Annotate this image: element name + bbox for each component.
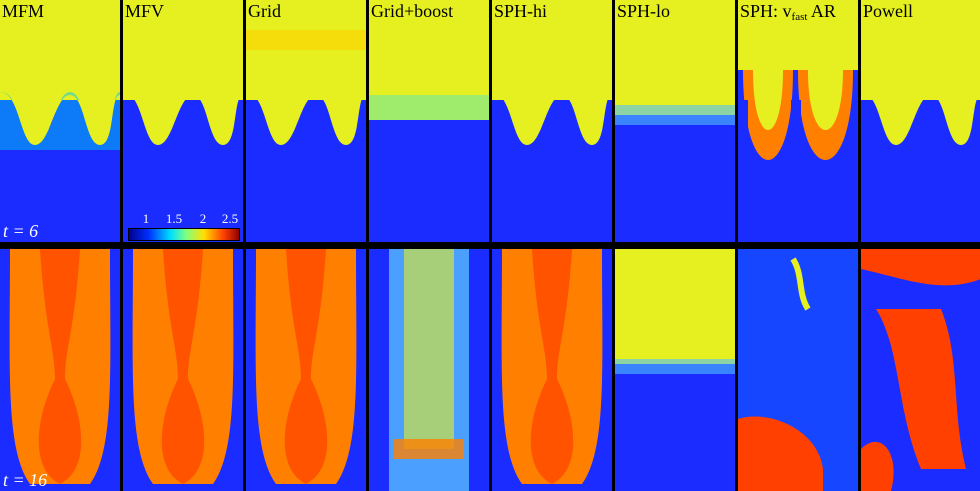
panel-label: Grid+boost xyxy=(371,1,454,21)
density-map xyxy=(369,249,489,491)
density-map xyxy=(615,0,735,242)
colorbar-tick: 1.5 xyxy=(165,211,183,226)
panel-mfv-t6: MFV xyxy=(123,0,243,242)
panel-label: SPH-hi xyxy=(494,1,548,21)
colorbar-ticks: 1 1.5 2 2.5 xyxy=(128,211,240,227)
panel-grid-boost-t16 xyxy=(369,249,489,491)
panel-grid-boost-t6: Grid+boost xyxy=(369,0,489,242)
density-map xyxy=(123,249,243,491)
density-map xyxy=(492,249,612,491)
density-map xyxy=(369,0,489,242)
colorbar-tick: 2.5 xyxy=(221,211,239,226)
colorbar-gradient xyxy=(128,228,240,241)
density-map xyxy=(615,249,735,491)
density-map xyxy=(861,0,980,242)
panel-powell-t16 xyxy=(861,249,980,491)
panel-label: SPH-lo xyxy=(617,1,671,21)
panel-sph-vfast-ar-t6: SPH: vfast AR xyxy=(738,0,858,242)
colorbar-tick: 1 xyxy=(142,211,150,226)
panel-label: Powell xyxy=(863,1,914,21)
density-map xyxy=(492,0,612,242)
panel-mfm-t6: MFM t = 6 xyxy=(0,0,120,242)
panel-mfv-t16 xyxy=(123,249,243,491)
density-map xyxy=(246,0,366,242)
density-map xyxy=(123,0,243,242)
density-map xyxy=(738,249,858,491)
density-map xyxy=(0,249,120,491)
panel-label: MFV xyxy=(125,1,165,21)
density-map xyxy=(246,249,366,491)
panel-sph-hi-t6: SPH-hi xyxy=(492,0,612,242)
panel-label: SPH: vfast AR xyxy=(740,1,836,23)
panel-sph-hi-t16 xyxy=(492,249,612,491)
panel-sph-lo-t16 xyxy=(615,249,735,491)
panel-mfm-t16: t = 16 xyxy=(0,249,120,491)
panel-sph-vfast-ar-t16 xyxy=(738,249,858,491)
panel-sph-lo-t6: SPH-lo xyxy=(615,0,735,242)
colorbar: 1 1.5 2 2.5 xyxy=(128,211,240,243)
density-map xyxy=(861,249,980,491)
panel-label: MFM xyxy=(2,1,45,21)
density-map xyxy=(738,0,858,242)
panel-powell-t6: Powell xyxy=(861,0,980,242)
density-map xyxy=(0,0,120,242)
panel-grid-t6: Grid xyxy=(246,0,366,242)
time-label: t = 6 xyxy=(3,221,39,241)
panel-grid-t16 xyxy=(246,249,366,491)
time-label: t = 16 xyxy=(3,470,48,490)
colorbar-tick: 2 xyxy=(199,211,207,226)
panel-label: Grid xyxy=(248,1,281,21)
